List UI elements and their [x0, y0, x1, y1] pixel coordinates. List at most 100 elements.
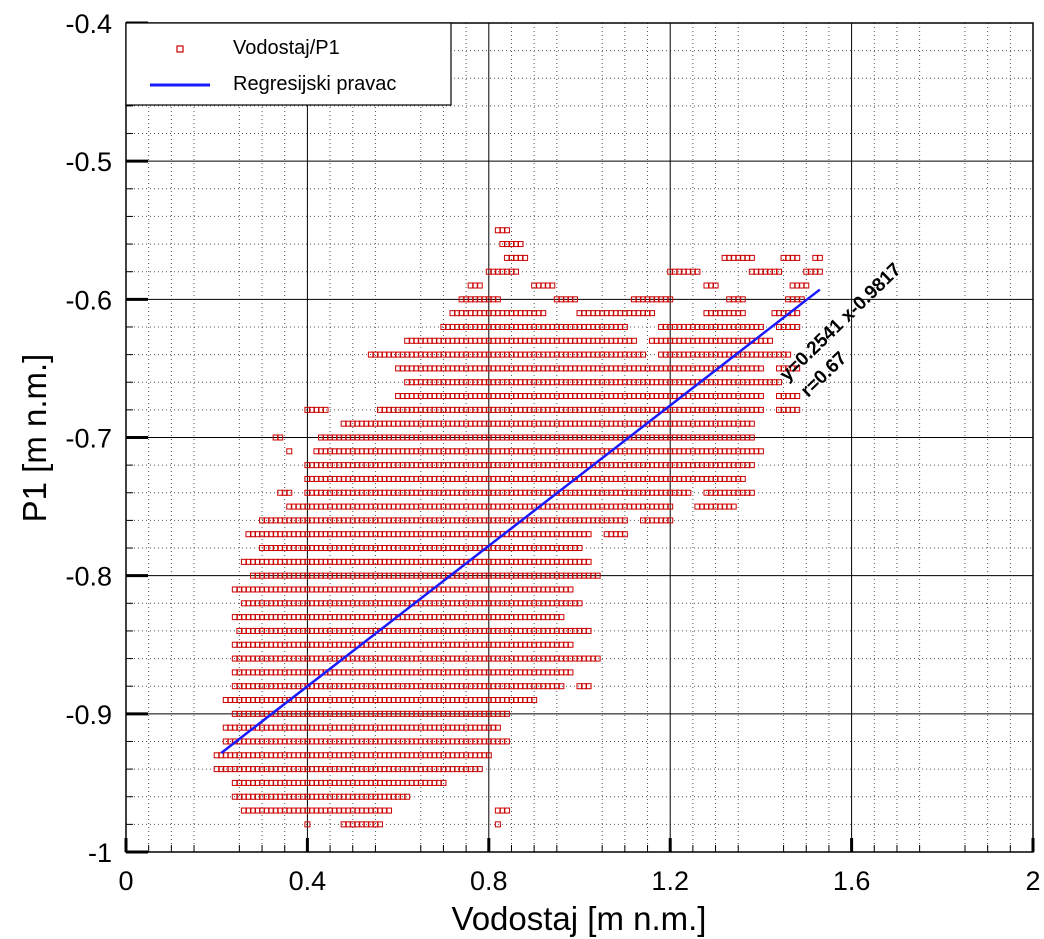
data-point	[277, 434, 284, 441]
data-point	[794, 365, 801, 372]
data-point	[794, 310, 801, 317]
legend-marker-square	[176, 45, 184, 53]
data-point	[748, 254, 755, 261]
data-point	[404, 793, 411, 800]
data-point	[503, 710, 510, 717]
data-point	[803, 282, 810, 289]
major-grid	[126, 23, 1033, 852]
data-point	[585, 531, 592, 538]
data-point	[585, 683, 592, 690]
data-point	[558, 683, 565, 690]
data-point	[630, 337, 637, 344]
legend-label-scatter: Vodostaj/P1	[233, 37, 340, 59]
data-point	[531, 697, 538, 704]
data-point	[639, 351, 646, 358]
data-point	[485, 752, 492, 759]
data-point	[757, 393, 764, 400]
data-point	[621, 323, 628, 330]
y-axis-title: P1 [m n.m.]	[16, 354, 53, 523]
data-point	[576, 545, 583, 552]
data-point	[594, 655, 601, 662]
data-point	[649, 310, 656, 317]
data-point	[558, 614, 565, 621]
data-point	[816, 268, 823, 275]
data-point	[286, 489, 293, 496]
x-tick-label: 0.8	[470, 866, 508, 896]
x-tick-label: 0	[118, 866, 133, 896]
data-point	[386, 807, 393, 814]
data-point	[798, 296, 805, 303]
data-point	[739, 296, 746, 303]
data-point	[503, 227, 510, 234]
data-point	[585, 558, 592, 565]
data-point	[567, 669, 574, 676]
data-point	[517, 241, 524, 248]
data-point	[667, 517, 674, 524]
data-point	[594, 572, 601, 579]
data-point	[304, 821, 311, 828]
data-point	[476, 282, 483, 289]
y-tick-label: -0.7	[65, 424, 112, 454]
x-tick-label: 1.6	[833, 866, 871, 896]
scatter-points	[213, 227, 823, 828]
data-point	[816, 254, 823, 261]
data-point	[757, 448, 764, 455]
data-point	[503, 807, 510, 814]
data-point	[739, 475, 746, 482]
data-point	[766, 337, 773, 344]
data-point	[694, 268, 701, 275]
data-point	[748, 434, 755, 441]
data-point	[757, 406, 764, 413]
data-point	[685, 489, 692, 496]
data-point	[621, 531, 628, 538]
data-point	[757, 365, 764, 372]
data-point	[476, 766, 483, 773]
data-point	[440, 779, 447, 786]
data-point	[286, 448, 293, 455]
data-point	[757, 323, 764, 330]
regression-line-group	[220, 288, 821, 754]
legend-box	[125, 22, 452, 106]
data-point	[667, 503, 674, 510]
data-point	[494, 724, 501, 731]
data-point	[667, 296, 674, 303]
data-point	[494, 296, 501, 303]
y-tick-labels: -0.4 -0.5 -0.6 -0.7 -0.8 -0.9 -1	[65, 9, 112, 868]
data-point	[748, 420, 755, 427]
data-point	[739, 310, 746, 317]
data-point	[730, 503, 737, 510]
legend-label-regression: Regresijski pravac	[233, 73, 396, 95]
data-point	[503, 738, 510, 745]
regression-line	[220, 288, 821, 754]
y-tick-label: -0.6	[65, 285, 112, 315]
data-point	[794, 393, 801, 400]
x-tick-labels: 0 0.4 0.8 1.2 1.6 2	[118, 866, 1040, 896]
data-point	[785, 351, 792, 358]
data-point	[585, 627, 592, 634]
y-tick-label: -1	[88, 838, 112, 868]
y-tick-label: -0.5	[65, 147, 112, 177]
x-tick-label: 1.2	[651, 866, 689, 896]
x-axis-title: Vodostaj [m n.m.]	[452, 900, 707, 937]
data-point	[794, 254, 801, 261]
data-point	[567, 586, 574, 593]
legend: Vodostaj/P1 Regresijski pravac	[125, 22, 452, 106]
data-point	[621, 517, 628, 524]
y-tick-label: -0.4	[65, 9, 112, 39]
x-tick-label: 2	[1025, 866, 1040, 896]
data-point	[376, 821, 383, 828]
data-point	[748, 489, 755, 496]
data-point	[712, 282, 719, 289]
data-point	[494, 821, 501, 828]
data-point	[794, 406, 801, 413]
data-point	[776, 379, 783, 386]
data-point	[522, 254, 529, 261]
data-point	[576, 600, 583, 607]
data-point	[571, 296, 578, 303]
data-point	[748, 462, 755, 469]
data-point	[540, 310, 547, 317]
data-point	[322, 406, 329, 413]
y-tick-label: -0.8	[65, 562, 112, 592]
y-tick-label: -0.9	[65, 700, 112, 730]
data-point	[794, 323, 801, 330]
